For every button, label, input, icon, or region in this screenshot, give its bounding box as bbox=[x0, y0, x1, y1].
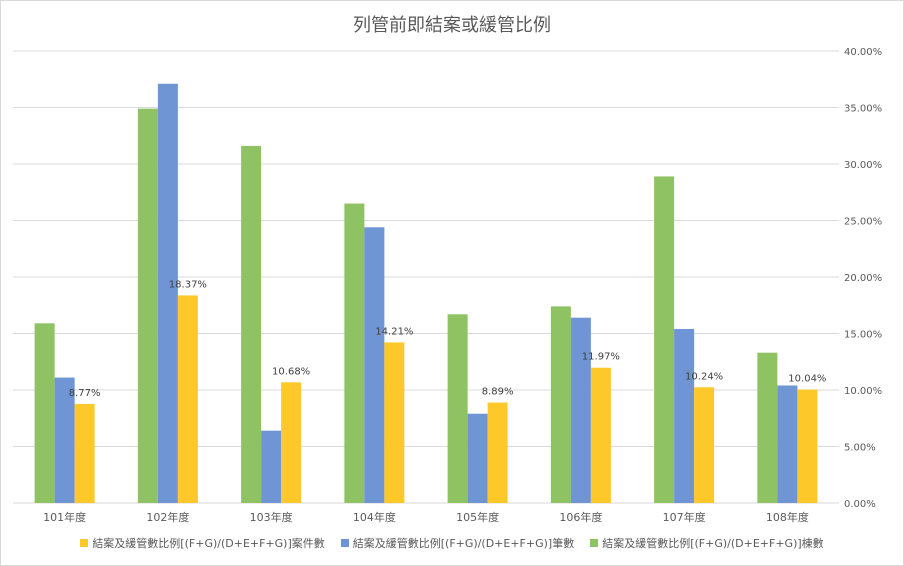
data-label: 8.77% bbox=[69, 388, 101, 399]
y-tick-label: 20.00% bbox=[844, 273, 882, 284]
x-tick-label: 108年度 bbox=[766, 510, 809, 524]
data-label: 8.89% bbox=[482, 387, 514, 398]
bar bbox=[137, 108, 158, 503]
legend-swatch-buildings bbox=[590, 539, 599, 547]
bar bbox=[261, 430, 282, 503]
bar bbox=[364, 227, 385, 503]
bar-chart-plot: 0.00% 5.00% 10.00% 15.00% 20.00% 25.00% 30.00%… bbox=[13, 47, 882, 524]
bar bbox=[654, 176, 675, 503]
legend-label-cases: 結案及緩管數比例[(F+G)/(D+E+F+G)]案件數 bbox=[92, 537, 325, 550]
data-label: 11.97% bbox=[582, 352, 620, 363]
bar bbox=[550, 306, 571, 503]
x-tick-label: 104年度 bbox=[353, 510, 396, 524]
bar bbox=[757, 352, 778, 503]
bar bbox=[54, 377, 75, 503]
bar bbox=[344, 203, 365, 504]
bar bbox=[241, 145, 262, 504]
legend-item-records: 結案及緩管數比例[(F+G)/(D+E+F+G)]筆數 bbox=[340, 535, 575, 551]
y-tick-label: 30.00% bbox=[844, 160, 882, 171]
bar bbox=[447, 314, 468, 503]
legend-item-cases: 結案及緩管數比例[(F+G)/(D+E+F+G)]案件數 bbox=[80, 535, 325, 551]
legend-swatch-cases bbox=[80, 539, 89, 547]
bar bbox=[281, 382, 302, 503]
y-tick-label: 5.00% bbox=[844, 443, 876, 454]
x-tick-label: 103年度 bbox=[250, 510, 293, 524]
bar bbox=[467, 413, 488, 503]
x-tick-label: 107年度 bbox=[663, 510, 706, 524]
data-label: 14.21% bbox=[375, 326, 413, 337]
bar bbox=[570, 317, 591, 503]
legend-swatch-records bbox=[340, 539, 349, 547]
data-label: 10.68% bbox=[272, 366, 310, 377]
chart-title: 列管前即結案或緩管比例 bbox=[353, 15, 551, 36]
x-tick-label: 105年度 bbox=[456, 510, 499, 524]
data-label: 18.37% bbox=[169, 279, 207, 290]
bar bbox=[487, 402, 508, 503]
bar bbox=[590, 367, 611, 503]
legend-label-records: 結案及緩管數比例[(F+G)/(D+E+F+G)]筆數 bbox=[352, 537, 575, 550]
bar bbox=[384, 342, 405, 503]
bar bbox=[157, 83, 178, 504]
bar bbox=[674, 328, 695, 503]
y-tick-label: 40.00% bbox=[844, 47, 882, 58]
legend-label-buildings: 結案及緩管數比例[(F+G)/(D+E+F+G)]棟數 bbox=[602, 537, 824, 550]
bar bbox=[777, 385, 798, 503]
x-tick-label: 102年度 bbox=[146, 510, 189, 524]
bar bbox=[694, 387, 715, 503]
legend-item-buildings: 結案及緩管數比例[(F+G)/(D+E+F+G)]棟數 bbox=[590, 535, 824, 551]
y-tick-label: 0.00% bbox=[844, 499, 876, 510]
bar bbox=[34, 323, 55, 503]
chart-legend: 結案及緩管數比例[(F+G)/(D+E+F+G)]案件數 結案及緩管數比例[(F… bbox=[1, 535, 903, 551]
x-tick-label: 101年度 bbox=[43, 510, 86, 524]
y-tick-label: 25.00% bbox=[844, 217, 882, 228]
y-tick-label: 15.00% bbox=[844, 330, 882, 341]
bar bbox=[797, 389, 818, 503]
data-label: 10.24% bbox=[685, 371, 723, 382]
data-label: 10.04% bbox=[788, 374, 826, 385]
x-tick-label: 106年度 bbox=[559, 510, 602, 524]
y-tick-label: 10.00% bbox=[844, 386, 882, 397]
bar bbox=[74, 403, 95, 503]
y-tick-label: 35.00% bbox=[844, 104, 882, 115]
bar bbox=[177, 295, 198, 503]
